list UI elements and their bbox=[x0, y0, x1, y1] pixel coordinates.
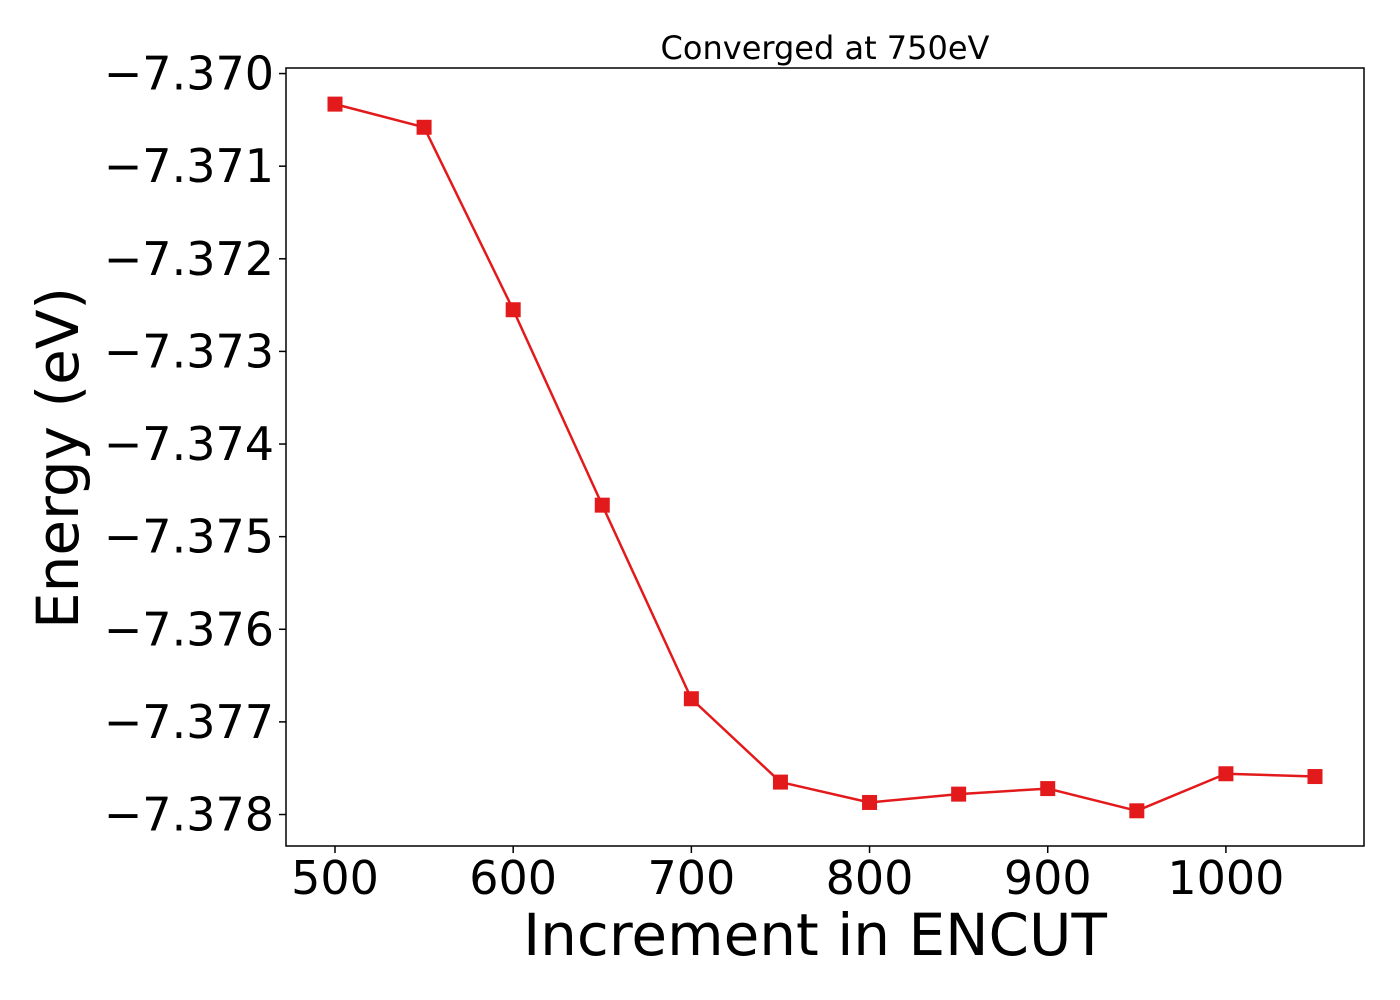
data-point bbox=[1307, 769, 1323, 785]
data-point bbox=[1129, 803, 1145, 819]
x-tick-label: 1000 bbox=[1167, 851, 1284, 905]
y-tick-label: −7.372 bbox=[104, 232, 274, 286]
y-ticks: −7.370 −7.371 −7.372 −7.373 −7.374 −7.375 −7.3… bbox=[104, 47, 286, 842]
y-tick-label: −7.370 bbox=[104, 47, 274, 101]
y-tick-label: −7.378 bbox=[104, 788, 274, 842]
x-axis-label: Increment in ENCUT bbox=[523, 901, 1107, 969]
data-point bbox=[862, 794, 878, 810]
data-point bbox=[594, 497, 610, 513]
x-tick-label: 900 bbox=[1004, 851, 1092, 905]
x-tick-label: 800 bbox=[826, 851, 914, 905]
data-point bbox=[951, 786, 967, 802]
data-point bbox=[1218, 766, 1234, 782]
y-tick-label: −7.377 bbox=[104, 695, 274, 749]
data-point bbox=[683, 691, 699, 707]
x-tick-label: 700 bbox=[647, 851, 735, 905]
data-point bbox=[327, 96, 343, 112]
y-tick-label: −7.374 bbox=[104, 417, 274, 471]
x-tick-label: 500 bbox=[291, 851, 379, 905]
series-layer bbox=[327, 96, 1323, 819]
series-line bbox=[334, 102, 1316, 813]
data-point bbox=[1040, 781, 1056, 797]
data-point bbox=[772, 774, 788, 790]
data-point bbox=[505, 302, 521, 318]
data-point bbox=[416, 119, 432, 135]
y-tick-label: −7.373 bbox=[104, 324, 274, 378]
chart-title: Converged at 750eV bbox=[661, 29, 990, 67]
plot-area bbox=[285, 67, 1365, 847]
y-tick-label: −7.375 bbox=[104, 510, 274, 564]
x-ticks: 500 600 700 800 900 1000 bbox=[291, 846, 1284, 905]
y-axis-label: Energy (eV) bbox=[24, 287, 92, 629]
x-tick-label: 600 bbox=[469, 851, 557, 905]
y-tick-label: −7.376 bbox=[104, 602, 274, 656]
y-tick-label: −7.371 bbox=[104, 139, 274, 193]
